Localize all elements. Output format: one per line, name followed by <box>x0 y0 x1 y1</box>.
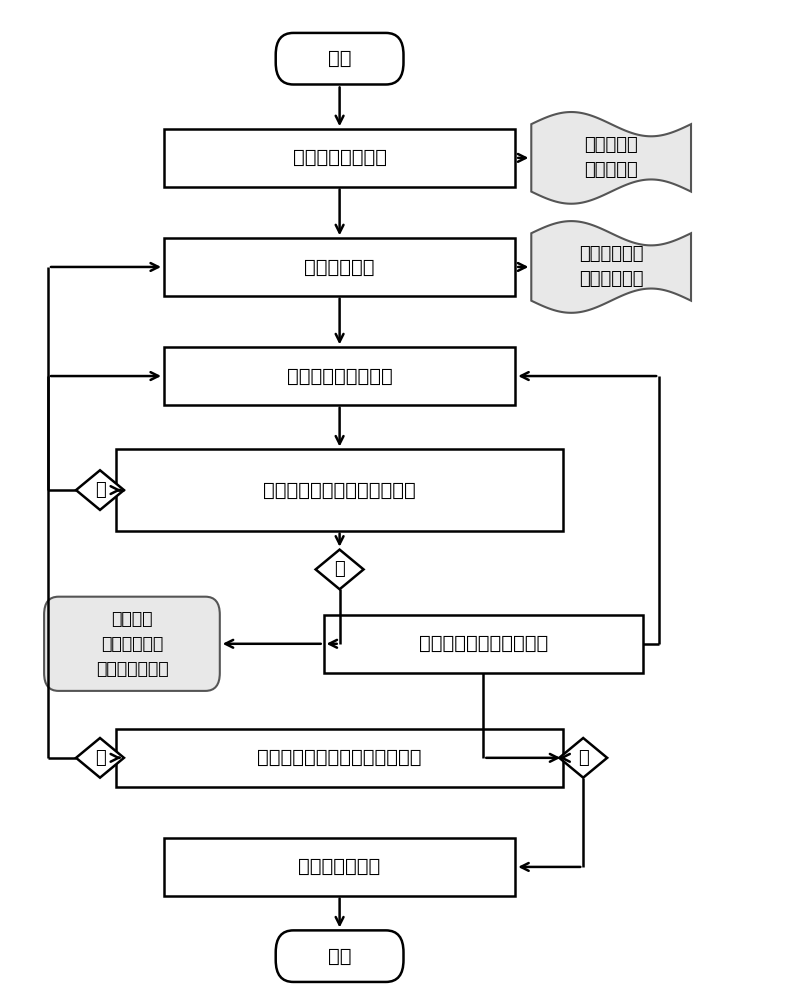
Text: 模拟分子与表面相互作用: 模拟分子与表面相互作用 <box>419 634 548 653</box>
FancyBboxPatch shape <box>276 930 404 982</box>
Bar <box>164 238 516 296</box>
Polygon shape <box>559 738 607 778</box>
Polygon shape <box>76 738 124 778</box>
Polygon shape <box>531 112 691 204</box>
Bar <box>116 449 563 531</box>
Bar <box>164 838 516 896</box>
Text: 结束: 结束 <box>328 947 351 966</box>
FancyBboxPatch shape <box>276 33 404 84</box>
Text: 碰撞位置
碰撞后的速度
动量、能量交换: 碰撞位置 碰撞后的速度 动量、能量交换 <box>96 610 169 678</box>
Bar <box>324 615 643 673</box>
FancyBboxPatch shape <box>44 597 220 691</box>
Text: 统计力学宏观量: 统计力学宏观量 <box>299 857 381 876</box>
Text: 否: 否 <box>94 749 106 767</box>
Bar <box>116 729 563 787</box>
Text: 构建圆柱体计算域: 构建圆柱体计算域 <box>293 148 387 167</box>
Text: 计算试验粒子的轨迹: 计算试验粒子的轨迹 <box>286 367 392 386</box>
Text: 判断试验粒子书是否达到预设值: 判断试验粒子书是否达到预设值 <box>257 748 422 767</box>
Text: 是: 是 <box>334 560 345 578</box>
Polygon shape <box>531 221 691 313</box>
Text: 判断轨迹是否和物体表面碰撞: 判断轨迹是否和物体表面碰撞 <box>263 481 416 500</box>
Text: 否: 否 <box>94 481 106 499</box>
Text: 初始位置坐标
初始速度矢量: 初始位置坐标 初始速度矢量 <box>579 245 643 288</box>
Text: 开始: 开始 <box>328 49 351 68</box>
Bar <box>164 347 516 405</box>
Text: 是: 是 <box>578 749 588 767</box>
Text: 圆柱体长度
圆柱体半径: 圆柱体长度 圆柱体半径 <box>584 136 638 179</box>
Polygon shape <box>76 470 124 510</box>
Bar <box>164 129 516 187</box>
Polygon shape <box>316 550 364 589</box>
Text: 产生试验粒子: 产生试验粒子 <box>304 257 375 276</box>
